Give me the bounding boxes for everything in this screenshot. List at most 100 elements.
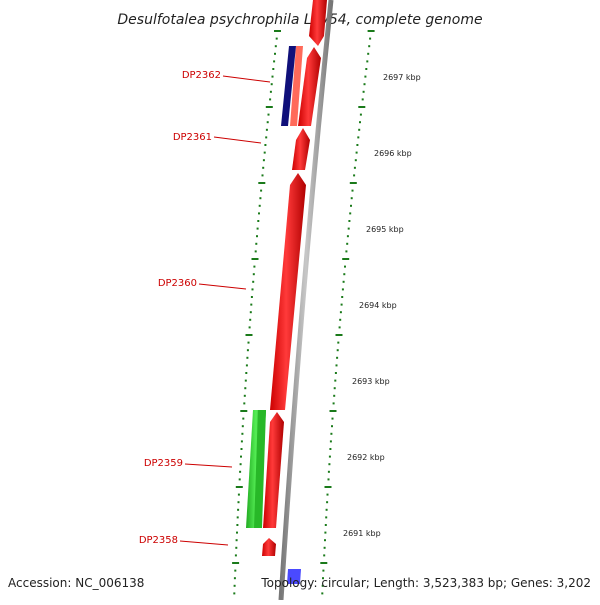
green-feature-right[interactable] <box>254 410 266 528</box>
gene-feature-top[interactable] <box>309 0 327 46</box>
minor-tick <box>336 349 339 352</box>
kbp-label-2692: 2692 kbp <box>347 453 385 462</box>
gene-feature-salmon[interactable] <box>290 46 303 126</box>
major-tick <box>335 334 343 336</box>
minor-tick <box>334 372 337 374</box>
minor-tick <box>237 501 240 504</box>
major-tick <box>342 258 350 260</box>
minor-tick <box>334 379 337 382</box>
minor-tick <box>260 189 263 192</box>
minor-tick <box>350 204 352 207</box>
major-tick <box>232 562 240 564</box>
minor-tick <box>240 440 243 443</box>
minor-tick <box>269 98 272 101</box>
minor-tick <box>327 478 330 481</box>
minor-tick <box>331 417 334 420</box>
minor-tick <box>326 501 329 504</box>
minor-tick <box>237 493 240 496</box>
minor-tick <box>236 531 238 534</box>
minor-tick <box>331 425 333 428</box>
minor-tick <box>363 83 366 86</box>
minor-tick <box>243 394 246 397</box>
minor-tick <box>330 432 333 435</box>
kbp-label-2695: 2695 kbp <box>366 225 404 234</box>
gene-label-dp2359: DP2359 <box>144 458 233 469</box>
major-tick <box>320 562 328 564</box>
leader-line <box>213 136 262 144</box>
gene-feature-dp2358[interactable] <box>262 538 276 556</box>
minor-tick <box>361 98 364 101</box>
minor-tick <box>359 113 362 116</box>
minor-tick <box>234 569 237 572</box>
major-tick <box>251 258 259 260</box>
minor-tick <box>336 356 339 359</box>
minor-tick <box>257 220 260 222</box>
minor-tick <box>359 121 361 124</box>
minor-tick <box>267 113 270 116</box>
minor-tick <box>241 432 244 435</box>
gene-feature-dp2361[interactable] <box>292 128 310 170</box>
minor-tick <box>347 227 350 230</box>
major-tick <box>258 182 266 184</box>
minor-tick <box>335 364 338 367</box>
minor-tick <box>343 273 346 276</box>
minor-tick <box>237 508 240 511</box>
minor-tick <box>355 151 358 154</box>
minor-tick <box>339 311 342 314</box>
minor-tick <box>235 546 238 549</box>
minor-tick <box>235 539 238 542</box>
gene-feature-dp2362[interactable] <box>298 47 321 126</box>
minor-tick <box>340 303 343 306</box>
minor-tick <box>322 569 325 572</box>
minor-tick <box>350 197 353 200</box>
major-tick <box>240 410 248 412</box>
major-tick <box>329 410 337 412</box>
minor-tick <box>351 189 354 192</box>
minor-tick <box>266 121 269 124</box>
minor-tick <box>321 584 324 587</box>
gene-label-dp2362: DP2362 <box>182 70 271 83</box>
minor-tick <box>255 242 258 245</box>
minor-tick <box>249 318 252 321</box>
gene-feature-dp2359[interactable] <box>263 412 284 528</box>
minor-tick <box>233 584 236 587</box>
inner-scale-track <box>232 30 281 595</box>
minor-tick <box>272 68 275 70</box>
major-tick <box>367 30 375 32</box>
minor-tick <box>251 288 254 291</box>
minor-tick <box>274 52 276 55</box>
gene-label-dp2358: DP2358 <box>139 535 229 546</box>
kbp-label-2693: 2693 kbp <box>352 377 390 386</box>
minor-tick <box>328 463 331 466</box>
rna-feature-navy[interactable] <box>281 46 296 126</box>
blue-feature[interactable] <box>287 569 301 584</box>
minor-tick <box>270 83 273 86</box>
minor-tick <box>262 159 265 162</box>
minor-tick <box>262 166 265 169</box>
minor-tick <box>254 250 257 253</box>
minor-tick <box>365 68 368 70</box>
major-tick <box>235 486 243 488</box>
major-tick <box>324 486 332 488</box>
minor-tick <box>253 265 256 268</box>
outer-scale-track <box>320 30 375 595</box>
kbp-label-2697: 2697 kbp <box>383 73 421 82</box>
minor-tick <box>246 349 249 352</box>
minor-tick <box>275 37 278 40</box>
gene-feature-dp2360[interactable] <box>270 173 306 410</box>
minor-tick <box>337 341 340 344</box>
minor-tick <box>358 128 361 131</box>
genome-backbone <box>278 0 334 601</box>
minor-tick <box>346 235 349 238</box>
minor-tick <box>356 144 359 146</box>
minor-tick <box>248 326 251 329</box>
minor-tick <box>349 212 352 215</box>
minor-tick <box>329 440 332 443</box>
minor-tick <box>327 470 330 473</box>
minor-tick <box>249 311 252 314</box>
leader-line <box>179 540 229 546</box>
minor-tick <box>252 273 255 276</box>
minor-tick <box>364 75 367 78</box>
gene-label-text: DP2359 <box>144 458 183 469</box>
